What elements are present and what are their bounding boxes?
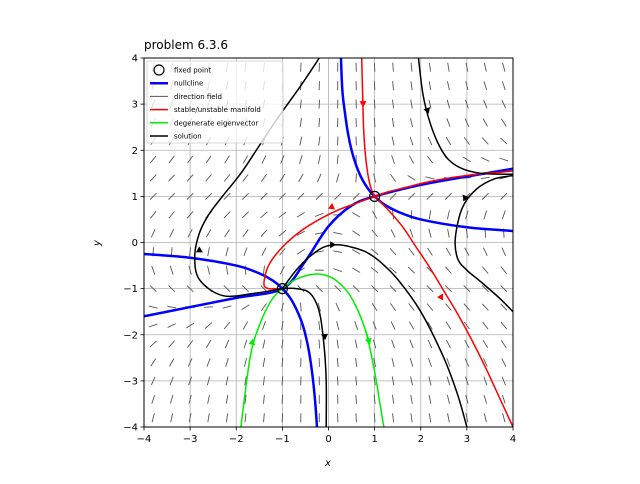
direction-field-segment bbox=[356, 413, 357, 422]
legend-label: direction field bbox=[174, 93, 222, 101]
legend-label: solution bbox=[174, 133, 202, 141]
y-tick-label: 0 bbox=[132, 238, 138, 249]
x-tick-label: 1 bbox=[371, 434, 377, 445]
x-tick-label: 2 bbox=[418, 434, 424, 445]
direction-field-segment bbox=[337, 376, 338, 385]
legend-label: degenerate eigenvector bbox=[174, 119, 258, 127]
x-tick-label: 0 bbox=[325, 434, 331, 445]
x-tick-label: −2 bbox=[229, 434, 244, 445]
direction-field-segment bbox=[301, 63, 302, 72]
y-tick-label: −2 bbox=[123, 330, 138, 341]
legend-label: nullcline bbox=[174, 80, 203, 88]
y-axis-label: y bbox=[92, 239, 103, 247]
y-tick-label: −1 bbox=[123, 284, 138, 295]
legend: fixed point nullcline direction field stabl… bbox=[147, 61, 283, 143]
y-tick-label: −3 bbox=[123, 376, 138, 387]
legend-box bbox=[147, 61, 283, 143]
legend-label: fixed point bbox=[174, 67, 211, 75]
direction-field-segment bbox=[282, 395, 283, 404]
y-tick-label: 1 bbox=[132, 192, 138, 203]
x-tick-label: −4 bbox=[137, 434, 152, 445]
y-tick-label: 4 bbox=[132, 54, 138, 65]
x-tick-label: 3 bbox=[464, 434, 470, 445]
legend-label: stable/unstable manifold bbox=[174, 106, 261, 114]
x-tick-label: −1 bbox=[275, 434, 290, 445]
y-tick-label: 2 bbox=[132, 146, 138, 157]
x-axis-label: x bbox=[324, 458, 331, 469]
y-tick-label: −4 bbox=[123, 423, 138, 434]
x-tick-label: 4 bbox=[510, 434, 516, 445]
chart-title: problem 6.3.6 bbox=[144, 38, 228, 52]
direction-field-segment bbox=[319, 100, 320, 109]
y-tick-label: 3 bbox=[132, 100, 138, 111]
x-tick-label: −3 bbox=[183, 434, 198, 445]
direction-field-segment bbox=[374, 81, 375, 90]
